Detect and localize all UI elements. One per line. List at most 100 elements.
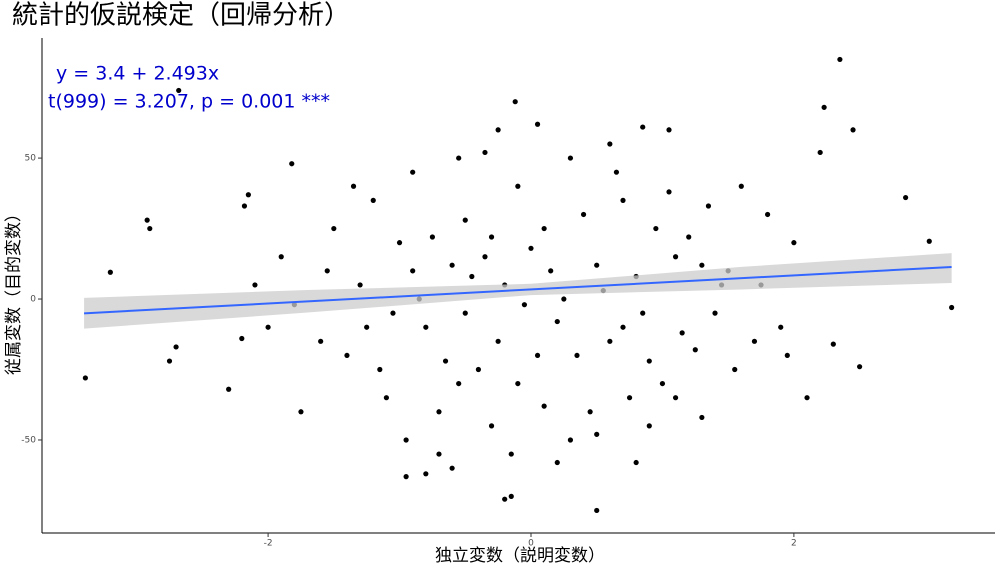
point bbox=[383, 395, 389, 401]
point bbox=[429, 234, 436, 240]
point bbox=[659, 380, 666, 387]
point bbox=[594, 507, 600, 514]
point bbox=[607, 141, 613, 147]
point bbox=[712, 310, 718, 316]
point bbox=[147, 225, 153, 232]
y-axis-label: 従属変数（目的変数） bbox=[4, 205, 24, 375]
point bbox=[804, 395, 810, 401]
point bbox=[521, 302, 528, 308]
chart-title: 統計的仮説検定（回帰分析） bbox=[12, 1, 350, 31]
point bbox=[613, 169, 620, 175]
point bbox=[679, 330, 685, 336]
point bbox=[166, 358, 173, 364]
point bbox=[331, 225, 337, 232]
point bbox=[176, 87, 182, 94]
point bbox=[436, 409, 442, 415]
point bbox=[784, 352, 790, 359]
x-tick-label: -2 bbox=[264, 539, 273, 549]
point bbox=[449, 262, 455, 268]
point bbox=[594, 431, 600, 437]
point bbox=[475, 366, 482, 373]
plot-area bbox=[82, 56, 955, 514]
point bbox=[289, 161, 295, 167]
point bbox=[144, 217, 150, 223]
y-tick-label: 50 bbox=[25, 154, 37, 164]
point bbox=[949, 304, 955, 311]
point bbox=[502, 496, 508, 502]
point bbox=[462, 217, 468, 223]
annotation: y = 3.4 + 2.493x bbox=[56, 63, 219, 85]
point bbox=[462, 310, 468, 316]
point bbox=[377, 366, 383, 373]
point bbox=[324, 268, 330, 274]
point bbox=[821, 104, 827, 110]
point bbox=[403, 474, 409, 480]
point bbox=[850, 127, 856, 133]
point bbox=[732, 366, 738, 373]
x-tick-label: 2 bbox=[791, 539, 797, 549]
point bbox=[488, 423, 495, 429]
point bbox=[686, 234, 692, 240]
point bbox=[764, 211, 771, 218]
point bbox=[456, 155, 462, 161]
point bbox=[512, 99, 518, 105]
point bbox=[298, 409, 304, 415]
point bbox=[541, 403, 547, 409]
point bbox=[410, 169, 416, 175]
point bbox=[594, 262, 600, 268]
point bbox=[574, 352, 580, 359]
point bbox=[561, 296, 567, 302]
point bbox=[423, 471, 429, 477]
point bbox=[580, 211, 587, 218]
point bbox=[554, 318, 560, 325]
point bbox=[410, 268, 416, 274]
point bbox=[640, 124, 646, 130]
point bbox=[857, 364, 863, 370]
point bbox=[699, 414, 705, 421]
point bbox=[534, 352, 541, 359]
point bbox=[817, 149, 823, 156]
point bbox=[482, 254, 488, 260]
point bbox=[350, 183, 357, 189]
point bbox=[364, 324, 370, 330]
point bbox=[620, 197, 626, 203]
point bbox=[699, 262, 705, 268]
point bbox=[567, 437, 574, 443]
point bbox=[926, 238, 932, 244]
point bbox=[107, 269, 113, 275]
point bbox=[666, 127, 672, 133]
point bbox=[403, 437, 409, 443]
point bbox=[265, 324, 271, 330]
point bbox=[903, 194, 909, 201]
point bbox=[515, 380, 521, 387]
point bbox=[318, 338, 324, 344]
point bbox=[640, 310, 646, 316]
point bbox=[534, 121, 541, 127]
point bbox=[370, 197, 376, 203]
point bbox=[751, 338, 758, 344]
point bbox=[738, 183, 744, 189]
x-tick-label: 0 bbox=[528, 539, 534, 549]
point bbox=[442, 358, 449, 364]
point bbox=[508, 493, 514, 499]
point bbox=[423, 324, 429, 330]
point bbox=[646, 358, 652, 364]
point bbox=[252, 282, 258, 288]
point bbox=[528, 245, 534, 251]
point bbox=[515, 183, 521, 189]
point bbox=[344, 352, 350, 359]
regression-line bbox=[84, 265, 952, 315]
point bbox=[837, 56, 843, 63]
point bbox=[633, 459, 639, 466]
point bbox=[692, 347, 698, 353]
point bbox=[508, 451, 514, 457]
point bbox=[82, 375, 88, 381]
point bbox=[548, 268, 554, 274]
point bbox=[554, 459, 560, 466]
point bbox=[278, 254, 284, 260]
point bbox=[495, 338, 501, 344]
point bbox=[241, 203, 248, 209]
point bbox=[390, 310, 396, 316]
point bbox=[469, 273, 475, 280]
